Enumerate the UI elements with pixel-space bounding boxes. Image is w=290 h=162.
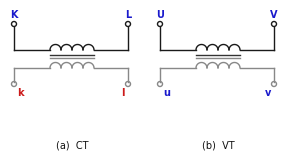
Text: l: l: [122, 87, 125, 98]
Text: U: U: [156, 11, 164, 21]
Text: (b)  VT: (b) VT: [202, 140, 234, 150]
Text: k: k: [17, 87, 23, 98]
Text: u: u: [163, 87, 170, 98]
Text: V: V: [270, 11, 278, 21]
Text: L: L: [125, 11, 131, 21]
Text: K: K: [10, 11, 18, 21]
Text: v: v: [264, 87, 271, 98]
Text: (a)  CT: (a) CT: [56, 140, 88, 150]
